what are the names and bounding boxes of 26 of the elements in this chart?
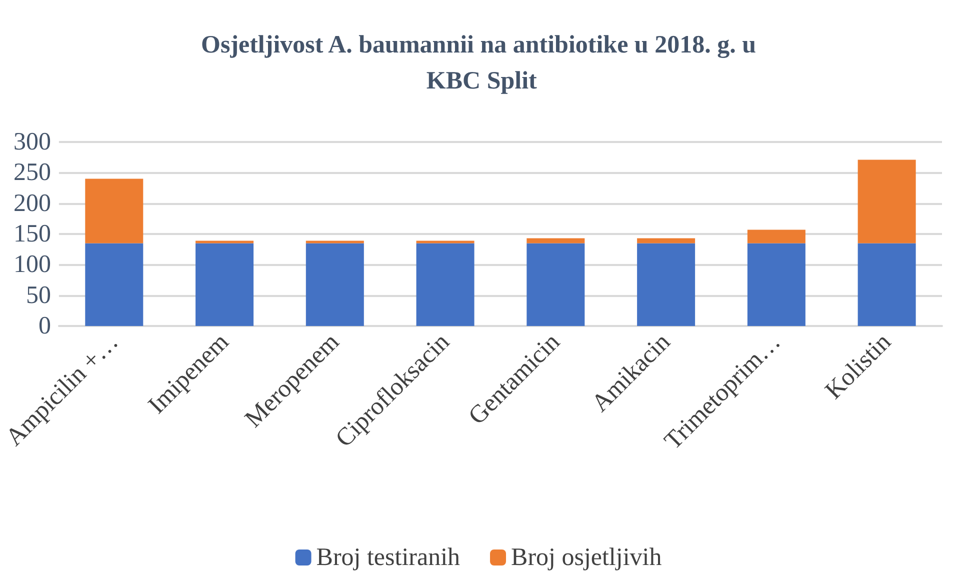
bar — [637, 238, 696, 244]
bar — [858, 160, 916, 244]
legend-label: Broj testiranih — [316, 544, 461, 571]
y-tick-label: 0 — [38, 312, 51, 340]
y-tick-label: 150 — [13, 220, 51, 248]
chart-title: Osjetljivost A. baumannii na antibiotike u 2018. g. u KBC Split — [201, 32, 756, 94]
bar — [858, 243, 916, 326]
y-tick-label: 200 — [13, 190, 51, 217]
bar — [306, 240, 364, 244]
y-tick-label: 100 — [13, 251, 51, 278]
bar — [416, 240, 474, 244]
y-tick-label: 50 — [26, 282, 51, 309]
bar — [747, 243, 806, 326]
legend-label: Broj osjetljivih — [511, 544, 662, 571]
bar — [637, 243, 696, 326]
bar — [526, 243, 585, 326]
bar — [196, 240, 254, 244]
bar — [416, 243, 474, 326]
bar — [85, 178, 144, 244]
bar — [306, 243, 364, 326]
y-tick-label: 300 — [13, 128, 51, 156]
bar — [196, 243, 254, 326]
bar — [747, 230, 806, 244]
y-tick-label: 250 — [13, 159, 51, 186]
bar — [526, 238, 585, 244]
bar — [85, 243, 144, 326]
